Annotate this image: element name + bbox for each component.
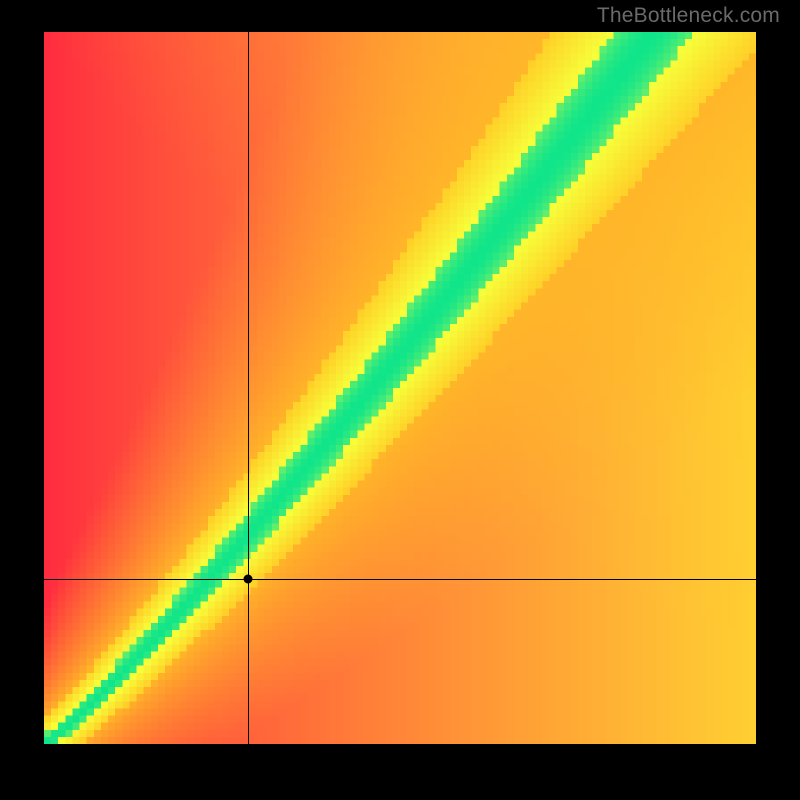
crosshair-vertical xyxy=(248,32,249,744)
heatmap-canvas xyxy=(44,32,756,744)
watermark-text: TheBottleneck.com xyxy=(597,4,780,28)
heatmap-plot xyxy=(44,32,756,744)
crosshair-marker xyxy=(244,574,253,583)
crosshair-horizontal xyxy=(44,579,756,580)
